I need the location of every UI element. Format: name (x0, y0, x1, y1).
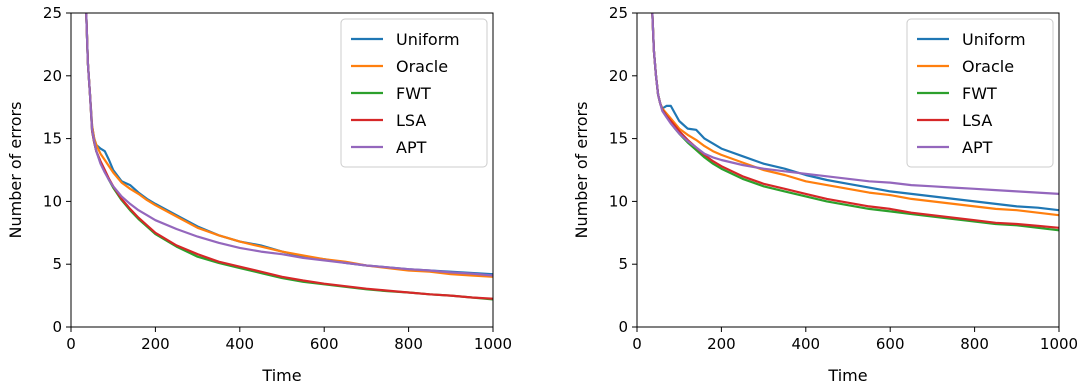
x-tick-label: 400 (791, 335, 820, 353)
y-tick-label: 15 (43, 130, 62, 148)
y-tick-label: 25 (609, 4, 628, 22)
legend-label-fwt: FWT (396, 84, 431, 103)
x-axis-label: Time (827, 366, 867, 385)
x-tick-label: 0 (66, 335, 76, 353)
legend-label-lsa: LSA (962, 111, 992, 130)
x-tick-label: 0 (632, 335, 642, 353)
y-axis-label: Number of errors (6, 102, 25, 239)
legend-label-uniform: Uniform (396, 30, 460, 49)
x-tick-label: 600 (876, 335, 905, 353)
y-tick-label: 25 (43, 4, 62, 22)
axes-frame (70, 12, 494, 328)
legend-label-apt: APT (396, 138, 427, 157)
y-tick-label: 20 (609, 67, 628, 85)
legend-box (340, 18, 488, 168)
y-tick-label: 5 (618, 255, 628, 273)
series-line-apt (85, 13, 493, 277)
x-axis-label: Time (261, 366, 301, 385)
x-tick-label: 600 (310, 335, 339, 353)
x-tick-label: 800 (394, 335, 423, 353)
y-tick-label: 5 (52, 255, 62, 273)
x-tick-label: 400 (225, 335, 254, 353)
axes-frame (636, 12, 1060, 328)
y-tick-label: 10 (609, 192, 628, 210)
legend-label-uniform: Uniform (962, 30, 1026, 49)
legend-box (906, 18, 1054, 168)
legend-label-oracle: Oracle (962, 57, 1014, 76)
x-tick-label: 800 (960, 335, 989, 353)
y-axis-label: Number of errors (572, 102, 591, 239)
y-tick-label: 0 (618, 318, 628, 336)
legend: Uniform Oracle FWT LSA APT (340, 18, 488, 168)
chart-left: 0 200 400 600 800 1000 0 5 10 15 20 25 Time Number of… (6, 4, 512, 385)
series-group (85, 13, 493, 301)
chart-right: 0 200 400 600 800 1000 0 5 10 15 20 25 Time Number of… (572, 4, 1078, 385)
y-tick-label: 10 (43, 192, 62, 210)
series-line-apt (651, 13, 1059, 195)
legend: Uniform Oracle FWT LSA APT (906, 18, 1054, 168)
y-tick-label: 0 (52, 318, 62, 336)
legend-label-apt: APT (962, 138, 993, 157)
x-tick-label: 200 (141, 335, 170, 353)
legend-label-oracle: Oracle (396, 57, 448, 76)
series-group (651, 13, 1059, 232)
y-tick-label: 15 (609, 130, 628, 148)
legend-label-fwt: FWT (962, 84, 997, 103)
x-tick-label: 200 (707, 335, 736, 353)
legend-label-lsa: LSA (396, 111, 426, 130)
x-tick-label: 1000 (474, 335, 512, 353)
x-tick-label: 1000 (1040, 335, 1078, 353)
y-tick-label: 20 (43, 67, 62, 85)
